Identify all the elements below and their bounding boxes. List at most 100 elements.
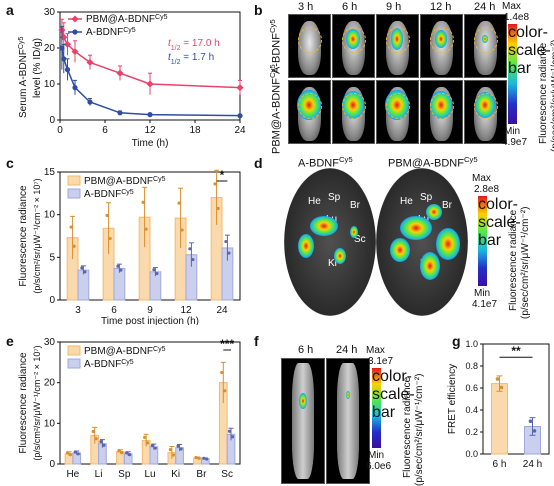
data-point	[141, 200, 145, 204]
y-tick-label: 0.2	[465, 427, 478, 437]
x-tick-label: He	[66, 469, 79, 480]
time-label: 6 h	[298, 344, 314, 356]
data-point	[116, 264, 120, 268]
data-point	[176, 444, 180, 448]
y-axis-label: Fluorescence radiance	[18, 352, 29, 454]
chart-g: 0.0 0.2 0.4 0.6 0.8 1.0 FRET efficiency 6 h 24 h…	[447, 339, 550, 470]
chart-a: 0 6 12 18 24 0 10 20 30 Time (h) Serum A-BDNFCy5 le…	[18, 7, 246, 149]
organ-label: Sp	[328, 192, 341, 203]
data-point	[60, 33, 68, 41]
data-point	[146, 80, 154, 88]
data-point	[120, 451, 124, 455]
organ-title-left: A-BDNFCy5	[298, 155, 353, 170]
plot-frame	[482, 343, 550, 455]
legend-marker	[71, 15, 79, 23]
x-tick-label: 0	[57, 125, 63, 136]
data-point	[99, 440, 103, 444]
x-tick-label: 24	[234, 125, 246, 136]
fluorescence-signal	[420, 252, 440, 280]
data-point	[128, 453, 132, 457]
label: color-scale-bar	[508, 24, 551, 124]
scale-max-label: Max	[366, 345, 385, 356]
panel-letter-a: a	[6, 2, 14, 18]
fluorescence-signal	[400, 216, 432, 240]
scale-unit: (p/sec/cm²/sr/μW⁻¹/cm⁻²)	[550, 39, 554, 152]
organ-dish: HeSpBrLuLiKiSc	[376, 168, 468, 316]
y-tick-label: 0.6	[465, 383, 478, 393]
y-tick-label: 0	[49, 295, 55, 306]
x-tick-label: 3	[75, 305, 81, 316]
significance-mark: ***	[220, 337, 234, 351]
scale-min-label: Min	[368, 450, 385, 461]
y-tick-label: 15	[44, 167, 56, 178]
x-tick-label: 12	[144, 125, 156, 136]
data-point	[117, 110, 123, 116]
data-point	[495, 377, 500, 381]
organ-label: He	[308, 196, 321, 207]
time-label: 6 h	[342, 1, 358, 13]
scale-max-label: Max	[472, 173, 491, 184]
brain-image-cell	[281, 358, 325, 484]
x-tick-label: 6	[111, 305, 117, 316]
y-tick-label: 5	[49, 252, 55, 263]
data-point	[59, 45, 65, 51]
organ-label: Br	[350, 200, 360, 211]
row-label: PBM@A-BDNFCy5	[268, 64, 283, 154]
data-point	[223, 389, 227, 393]
data-point	[220, 370, 224, 375]
scale-unit-title: Fluorescence radiance	[508, 209, 519, 311]
y-axis-label: FRET efficiency	[447, 364, 458, 434]
data-point	[177, 201, 181, 205]
data-point	[224, 239, 228, 244]
data-point	[205, 457, 209, 461]
legend-swatch	[67, 345, 81, 356]
fluorescence-signal	[310, 216, 338, 236]
data-point	[119, 268, 123, 272]
organ-label: Sp	[420, 192, 433, 203]
data-point	[150, 443, 154, 448]
data-point	[116, 69, 124, 77]
organ-title-right: PBM@A-BDNFCy5	[388, 155, 478, 170]
fluorescence-signal	[346, 391, 350, 399]
data-point	[213, 182, 217, 186]
imaging-cell	[464, 14, 507, 78]
y-tick-label: 30	[44, 7, 56, 18]
x-tick-label: 24	[216, 305, 228, 316]
data-point	[144, 227, 148, 231]
x-tick-label: Sp	[118, 469, 131, 480]
scale-max-value: 1.4e8	[504, 12, 530, 23]
data-point	[143, 435, 147, 439]
scale-unit: (p/sec/cm²/sr/μW⁻¹/cm⁻²)	[520, 206, 531, 319]
data-point	[72, 244, 76, 248]
fluorescence-signal	[390, 238, 410, 262]
data-point	[155, 271, 159, 276]
fluorescence-signal	[350, 226, 358, 238]
roi-circle	[474, 27, 498, 53]
chart-e: 0 10 20 30 He Li Sp Lu Ki Br Sc PBM@A-BDNFCy5A-BDNF…	[18, 337, 241, 480]
x-tick-label: Br	[196, 469, 207, 480]
y-tick-label: 30	[44, 337, 56, 348]
organ-label: Sc	[354, 234, 366, 245]
scale-max-value: 2.8e8	[474, 184, 500, 195]
scale-min-value: 4.1e7	[472, 299, 498, 310]
brain-tissue	[337, 363, 359, 479]
scale-max-value: 3.1e7	[368, 356, 394, 367]
roi-circle	[474, 93, 498, 119]
x-tick-label: 12	[180, 305, 192, 316]
y-tick-label: 20	[44, 43, 56, 54]
fluorescence-signal	[299, 393, 307, 409]
significance-mark: *	[220, 168, 225, 182]
data-point	[227, 429, 232, 433]
legend-label: PBM@A-BDNFCy5	[84, 176, 166, 188]
data-point	[80, 266, 84, 270]
data-point	[64, 67, 71, 73]
y-axis-label-2: level (% ID/g)	[32, 38, 43, 98]
x-tick-label: Lu	[144, 469, 155, 480]
brain-image-cell	[326, 358, 370, 484]
x-tick-label: Sc	[221, 469, 233, 480]
data-point	[72, 85, 78, 91]
data-point	[179, 447, 183, 451]
y-tick-label: 10	[44, 210, 56, 221]
imaging-cell	[420, 14, 463, 78]
